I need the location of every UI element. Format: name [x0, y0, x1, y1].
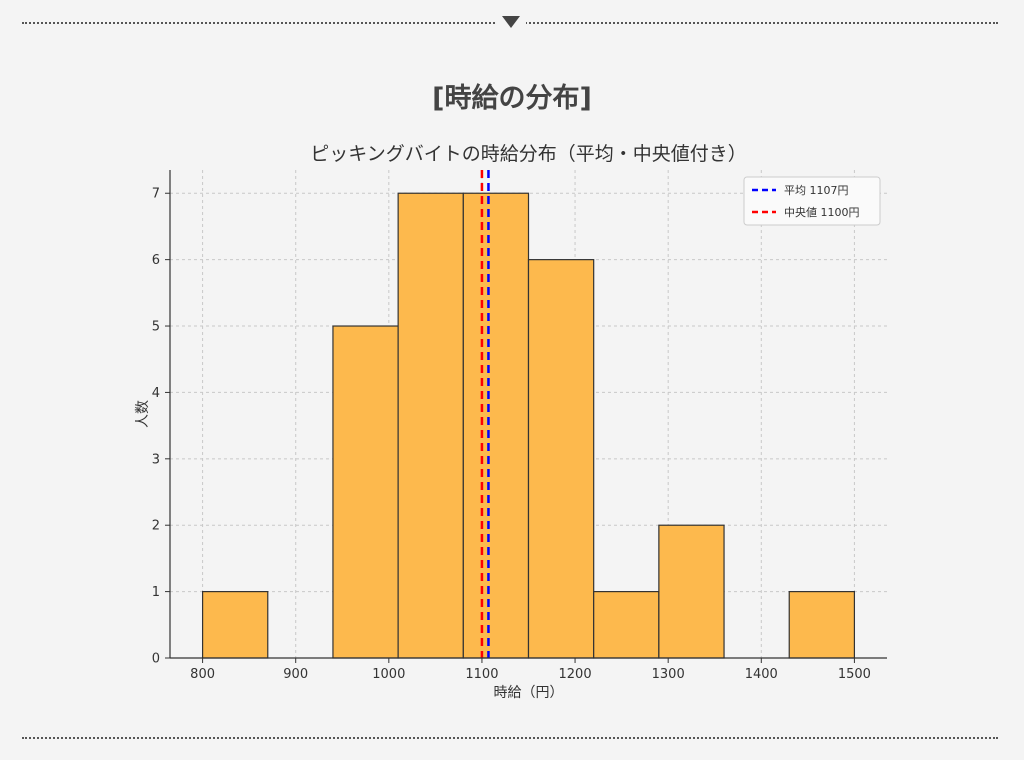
x-axis-label: 時給（円） — [494, 685, 564, 701]
y-tick-label: 2 — [152, 519, 160, 534]
y-tick-label: 3 — [152, 452, 160, 467]
x-tick-label: 800 — [190, 667, 215, 682]
x-tick-label: 1000 — [372, 667, 405, 682]
histogram-bar — [788, 591, 856, 659]
legend-label: 中央値 1100円 — [784, 206, 860, 219]
bottom-divider — [22, 737, 998, 739]
histogram-bar — [397, 192, 464, 659]
x-tick-label: 1100 — [465, 667, 498, 682]
chart-title: ピッキングバイトの時給分布（平均・中央値付き） — [310, 143, 746, 165]
histogram-bar — [593, 591, 660, 659]
down-arrow-icon — [502, 16, 520, 28]
section-heading: [時給の分布] — [432, 83, 592, 114]
histogram-bar — [462, 192, 530, 659]
histogram-bar — [201, 591, 269, 659]
y-tick-label: 5 — [152, 320, 160, 335]
y-tick-label: 1 — [152, 585, 160, 600]
x-tick-label: 1200 — [559, 667, 592, 682]
legend-label: 平均 1107円 — [784, 184, 849, 197]
x-tick-label: 1400 — [745, 667, 778, 682]
y-tick-label: 0 — [152, 652, 160, 667]
x-tick-label: 1500 — [838, 667, 871, 682]
y-tick-label: 6 — [152, 253, 160, 268]
legend-box — [743, 176, 881, 226]
histogram-bar — [658, 524, 725, 659]
histogram-bar — [332, 325, 399, 659]
y-tick-label: 4 — [152, 386, 160, 401]
histogram-bar — [527, 259, 595, 659]
y-axis-label: 人数 — [135, 400, 151, 428]
y-tick-label: 7 — [152, 187, 160, 202]
x-tick-label: 1300 — [652, 667, 685, 682]
x-tick-label: 900 — [283, 667, 308, 682]
